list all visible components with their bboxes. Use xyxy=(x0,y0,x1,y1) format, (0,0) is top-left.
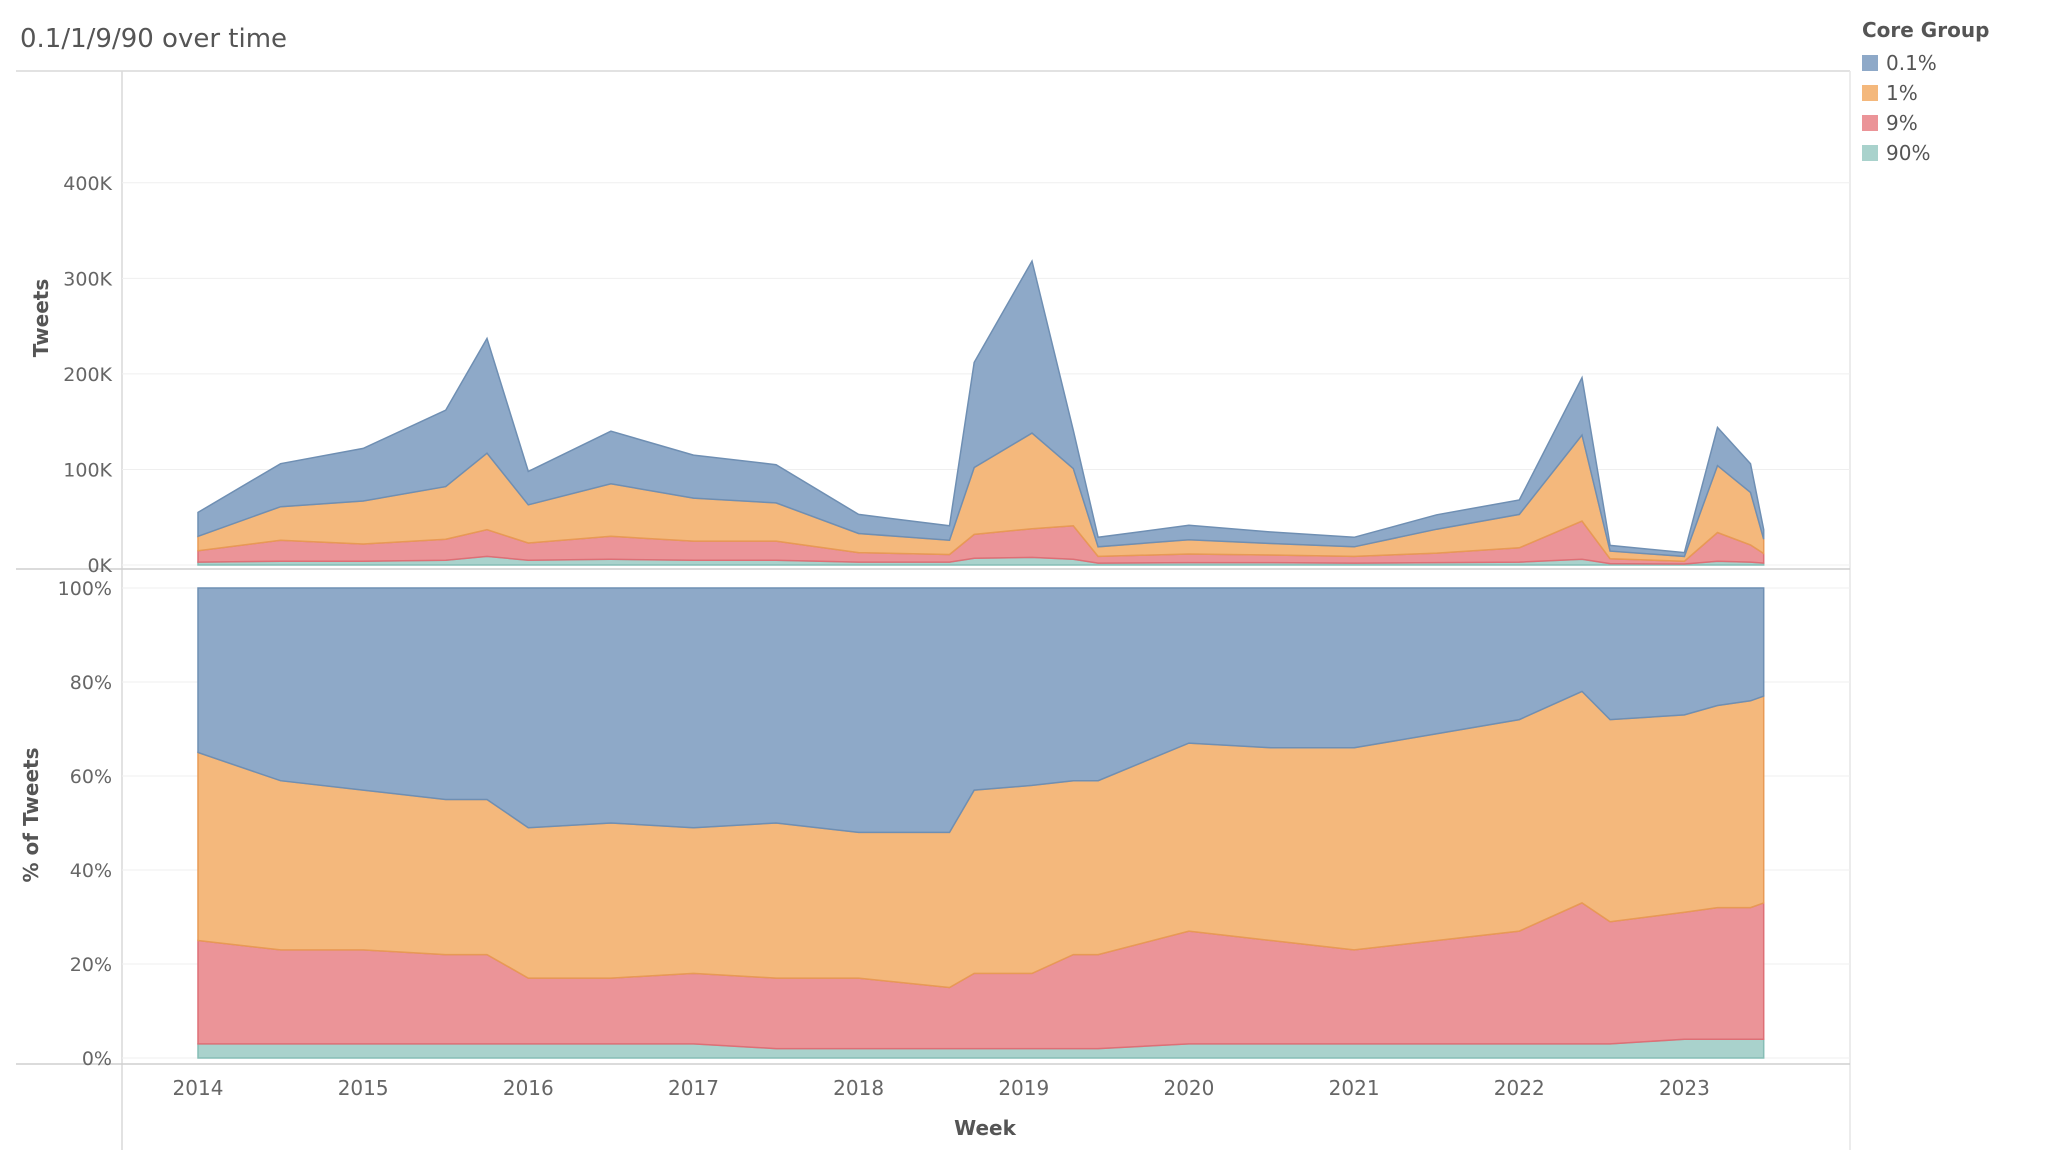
legend-label: 0.1% xyxy=(1886,51,1937,75)
xtick-label-2016: 2016 xyxy=(503,1076,554,1100)
legend-swatch xyxy=(1862,85,1878,101)
tweets-chart: 0K 100K 200K 300K 400K xyxy=(63,173,1850,577)
chart-title: 0.1/1/9/90 over time xyxy=(20,24,288,54)
tweets-ytick-label: 0K xyxy=(87,555,112,577)
tweets-ytick-label: 400K xyxy=(63,173,112,195)
legend-item-0-1-percent[interactable]: 0.1% xyxy=(1862,48,1989,78)
percent-ytick-label: 0% xyxy=(82,1048,112,1070)
xtick-label-2023: 2023 xyxy=(1659,1076,1710,1100)
legend-swatch xyxy=(1862,55,1878,71)
xtick-label-2017: 2017 xyxy=(668,1076,719,1100)
legend-swatch xyxy=(1862,115,1878,131)
percent-ytick-label: 60% xyxy=(70,766,112,788)
percent-ytick-label: 80% xyxy=(70,672,112,694)
xtick-label-2014: 2014 xyxy=(173,1076,224,1100)
xtick-label-2021: 2021 xyxy=(1329,1076,1380,1100)
percent-ytick-label: 20% xyxy=(70,954,112,976)
y-axis-title-tweets: Tweets xyxy=(29,279,53,358)
x-axis-title: Week xyxy=(954,1116,1016,1140)
xtick-label-2022: 2022 xyxy=(1494,1076,1545,1100)
legend-item-90-percent[interactable]: 90% xyxy=(1862,138,1989,168)
legend-label: 9% xyxy=(1886,111,1918,135)
legend-item-1-percent[interactable]: 1% xyxy=(1862,78,1989,108)
legend-item-9-percent[interactable]: 9% xyxy=(1862,108,1989,138)
tweets-ytick-label: 100K xyxy=(63,459,112,481)
tweets-ytick-label: 200K xyxy=(63,364,112,386)
percent-ytick-label: 40% xyxy=(70,860,112,882)
legend-label: 90% xyxy=(1886,141,1931,165)
legend: Core Group 0.1% 1% 9% 90% xyxy=(1862,18,1989,168)
xtick-label-2020: 2020 xyxy=(1163,1076,1214,1100)
legend-title: Core Group xyxy=(1862,18,1990,42)
xtick-label-2015: 2015 xyxy=(338,1076,389,1100)
legend-label: 1% xyxy=(1886,81,1918,105)
tweets-area-0-1-percent xyxy=(197,259,1765,558)
legend-swatch xyxy=(1862,145,1878,161)
y-axis-title-percent: % of Tweets xyxy=(19,748,43,883)
percent-area-0-1-percent xyxy=(197,587,1765,834)
tweets-ytick-label: 300K xyxy=(63,268,112,290)
percent-ytick-label: 100% xyxy=(58,578,112,600)
xtick-label-2018: 2018 xyxy=(833,1076,884,1100)
percent-tweets-chart: 0% 20% 40% 60% 80% 100% xyxy=(58,578,1850,1070)
x-axis: 2014 2015 2016 2017 2018 2019 2020 2021 2022 2023 xyxy=(173,1076,1710,1100)
xtick-label-2019: 2019 xyxy=(998,1076,1049,1100)
